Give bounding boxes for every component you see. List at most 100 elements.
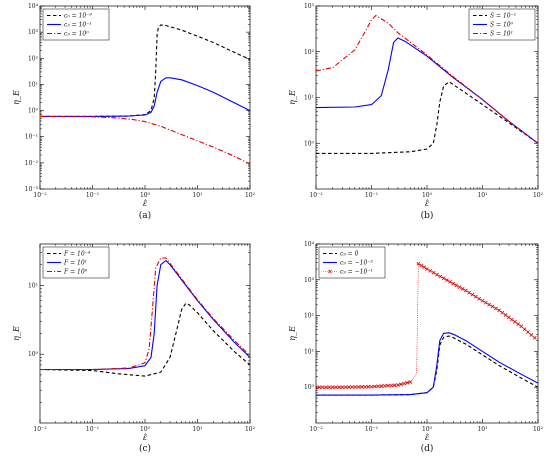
y-tick-label: 10⁴ xyxy=(28,3,39,10)
series-marker-3 xyxy=(463,288,468,293)
series-marker-3 xyxy=(470,292,475,297)
y-tick-label: 10² xyxy=(28,55,39,62)
series-marker-3 xyxy=(386,383,390,388)
series-marker-3 xyxy=(473,294,478,299)
series-marker-3 xyxy=(493,306,498,311)
x-tick-label: 10⁰ xyxy=(422,426,433,433)
series-marker-3 xyxy=(337,385,342,390)
panel-caption: (c) xyxy=(139,443,151,454)
series-marker-3 xyxy=(396,383,400,387)
x-axis-label: ε̂ xyxy=(143,433,147,442)
series-line-3 xyxy=(40,257,250,371)
legend: c₉ = 0 c₉ = −10⁻³ c₉ = −10⁻¹ xyxy=(318,246,386,279)
series-marker-3 xyxy=(402,381,407,386)
y-tick-label: 10³ xyxy=(304,277,315,284)
series-marker-3 xyxy=(408,380,413,384)
panel-caption: (a) xyxy=(139,210,151,221)
series-marker-3 xyxy=(316,385,318,390)
x-tick-label: 10⁻² xyxy=(33,192,47,199)
series-marker-3 xyxy=(372,384,377,389)
series-marker-3 xyxy=(467,290,472,295)
series-marker-3 xyxy=(330,385,335,390)
x-tick-label: 10⁻² xyxy=(33,426,47,433)
series-marker-3 xyxy=(392,383,397,388)
x-tick-label: 10⁻² xyxy=(309,192,323,199)
x-tick-label: 10⁻² xyxy=(309,426,323,433)
y-tick-label: 10¹ xyxy=(28,81,38,88)
series-line-3 xyxy=(40,115,250,165)
series-marker-3 xyxy=(509,317,514,322)
series-marker-3 xyxy=(369,384,374,389)
legend-label: c₉ = 0 xyxy=(340,251,359,258)
y-tick-label: 10¹ xyxy=(28,282,38,289)
x-tick-label: 10¹ xyxy=(192,192,202,199)
series-marker-3 xyxy=(363,384,367,389)
legend-label: c₉ = −10⁻³ xyxy=(340,260,373,267)
x-tick-label: 10⁻¹ xyxy=(365,192,378,199)
x-tick-label: 10² xyxy=(533,192,544,199)
series-marker-3 xyxy=(435,272,439,277)
series-marker-3 xyxy=(422,265,427,270)
series-marker-3 xyxy=(483,300,488,305)
legend-label: S = 10¹ xyxy=(490,31,513,38)
series-marker-3 xyxy=(327,385,332,390)
series-marker-3 xyxy=(460,286,465,291)
x-axis-label: ε̂ xyxy=(143,199,147,208)
x-tick-label: 10⁰ xyxy=(422,192,433,199)
y-axis-label: η_E xyxy=(288,90,297,105)
series-marker-3 xyxy=(519,324,524,329)
y-tick-label: 10³ xyxy=(28,29,39,36)
series-marker-3 xyxy=(416,261,421,266)
series-marker-3 xyxy=(487,302,492,307)
series-marker-3 xyxy=(343,385,348,390)
series-marker-3 xyxy=(431,270,436,275)
y-tick-label: 10⁰ xyxy=(28,108,39,115)
legend: S = 10⁻¹ S = 10⁰ S = 10¹ xyxy=(468,8,536,41)
series-marker-3 xyxy=(350,385,355,389)
series-marker-3 xyxy=(516,322,521,326)
series-marker-3 xyxy=(419,263,424,268)
series-line-1 xyxy=(40,302,250,377)
series-marker-3 xyxy=(451,281,456,286)
series-marker-3 xyxy=(454,283,459,288)
series-marker-3 xyxy=(532,335,537,340)
series-marker-3 xyxy=(500,310,505,315)
legend: F = 10⁻⁴ F = 10¹ F = 10⁸ xyxy=(42,246,110,279)
y-tick-label: 10⁰ xyxy=(28,351,39,358)
y-tick-label: 10¹ xyxy=(304,95,314,102)
series-marker-3 xyxy=(405,380,410,385)
series-marker-3 xyxy=(379,384,384,388)
y-tick-label: 10² xyxy=(304,49,315,56)
y-tick-label: 10⁻¹ xyxy=(25,134,38,141)
legend-label: F = 10⁻⁴ xyxy=(63,251,91,258)
legend-label: F = 10¹ xyxy=(63,260,87,267)
series-line-2 xyxy=(40,259,250,371)
x-tick-label: 10¹ xyxy=(192,426,202,433)
legend-label: F = 10⁸ xyxy=(63,269,88,276)
x-tick-label: 10¹ xyxy=(477,426,487,433)
series-line-1 xyxy=(316,81,538,154)
series-marker-3 xyxy=(457,285,462,289)
series-marker-3 xyxy=(444,278,449,282)
series-marker-3 xyxy=(389,383,394,388)
panel-caption: (d) xyxy=(421,443,434,454)
series-marker-3 xyxy=(376,384,381,389)
x-tick-label: 10⁰ xyxy=(140,192,151,199)
series-marker-3 xyxy=(506,315,511,320)
legend-label: S = 10⁰ xyxy=(490,22,514,29)
legend-label: c₉ = −10⁻¹ xyxy=(340,269,373,276)
y-tick-label: 10³ xyxy=(304,3,315,10)
y-tick-label: 10¹ xyxy=(304,348,314,355)
series-line-2 xyxy=(316,332,538,396)
series-marker-3 xyxy=(438,274,443,279)
series-marker-3 xyxy=(503,313,508,317)
x-axis-label: ε̂ xyxy=(425,199,429,208)
series-marker-3 xyxy=(353,385,358,389)
y-tick-label: 10⁰ xyxy=(304,140,315,147)
series-marker-3 xyxy=(399,382,403,387)
series-marker-3 xyxy=(366,384,371,389)
legend-label: c₀ = 10⁻⁸ xyxy=(64,13,92,20)
y-axis-label: η_E xyxy=(12,326,21,341)
series-marker-3 xyxy=(333,385,338,390)
